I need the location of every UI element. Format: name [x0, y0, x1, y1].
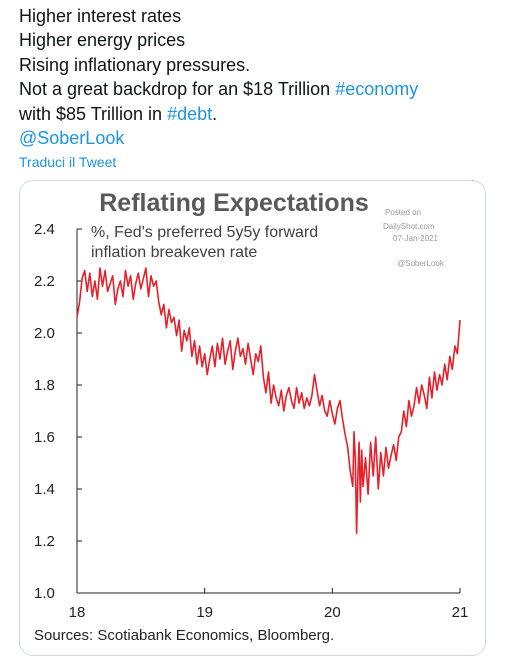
- tweet-line-4-text: Not a great backdrop for an $18 Trillion: [19, 79, 336, 100]
- y-ticks: 1.0 1.2 1.4 1.6 1.8 2.0 2.2 2.4: [34, 221, 82, 602]
- tweet-line-3: Rising inflationary pressures.: [19, 54, 251, 75]
- watermark-date: 07-Jan-2021: [393, 234, 438, 243]
- watermark-site: DailyShot.com: [383, 222, 435, 231]
- series-line: [76, 267, 461, 534]
- tweet-line-4: Not a great backdrop for an $18 Trillion…: [19, 77, 499, 101]
- tweet-line-5-end: .: [212, 103, 218, 124]
- x-ticks: 18 19 20 21: [69, 588, 469, 621]
- y-tick-label: 2.4: [34, 221, 55, 238]
- chart-subtitle-line-2: inflation breakeven rate: [91, 244, 257, 261]
- hashtag-economy-link[interactable]: #economy: [335, 79, 419, 100]
- watermark-handle: @SoberLook: [397, 259, 445, 268]
- y-tick-label: 1.2: [34, 533, 55, 550]
- chart-subtitle-line-1: %, Fed's preferred 5y5y forward: [91, 224, 318, 241]
- chart-title: Reflating Expectations: [99, 189, 369, 217]
- mention-link[interactable]: @SoberLook: [19, 128, 125, 149]
- y-tick-label: 1.6: [34, 429, 55, 446]
- tweet-line-2: Higher energy prices: [19, 30, 186, 51]
- x-tick-label: 19: [196, 604, 213, 621]
- translate-tweet-link[interactable]: Traduci il Tweet: [19, 154, 117, 170]
- x-tick-label: 21: [452, 604, 469, 621]
- chart-svg: Reflating Expectations Posted on DailySh…: [34, 189, 469, 644]
- tweet-line-5: with $85 Trillion in #debt.: [19, 102, 499, 126]
- y-tick-label: 1.8: [34, 377, 55, 394]
- chart-source: Sources: Scotiabank Economics, Bloomberg…: [34, 627, 334, 644]
- tweet-line-5-text: with $85 Trillion in: [19, 103, 168, 124]
- tweet-line-1: Higher interest rates: [19, 6, 182, 26]
- y-tick-label: 2.0: [34, 325, 55, 342]
- y-tick-label: 2.2: [34, 273, 55, 290]
- x-tick-label: 20: [324, 604, 341, 621]
- hashtag-debt-link[interactable]: #debt: [167, 103, 213, 124]
- y-tick-label: 1.4: [34, 481, 55, 498]
- tweet-media-card[interactable]: Reflating Expectations Posted on DailySh…: [19, 180, 486, 656]
- tweet-text: Higher interest rates Higher energy pric…: [19, 4, 499, 150]
- x-tick-label: 18: [69, 604, 86, 621]
- watermark-posted-on: Posted on: [385, 208, 421, 217]
- y-tick-label: 1.0: [34, 585, 55, 602]
